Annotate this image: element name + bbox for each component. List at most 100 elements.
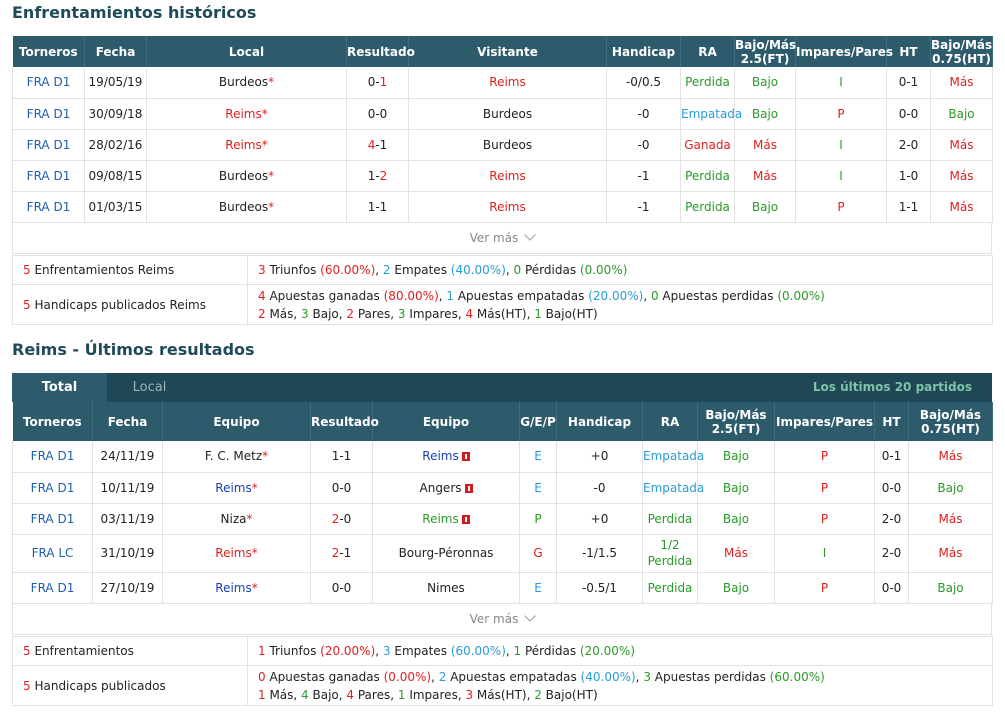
team-name[interactable]: Burdeos: [218, 199, 269, 214]
team-name[interactable]: Reims: [215, 546, 252, 560]
league-name[interactable]: FRA D1: [30, 449, 75, 464]
league-cell[interactable]: FRA D1: [12, 98, 85, 130]
team-cell[interactable]: Reims*: [146, 129, 347, 161]
result-cell: 1-1: [310, 441, 373, 473]
team-name[interactable]: F. C. Metz: [204, 449, 263, 464]
team-cell[interactable]: Reims*: [162, 472, 311, 504]
recent-title: Reims - Últimos resultados: [12, 340, 255, 359]
team-name[interactable]: Nimes: [427, 580, 465, 595]
team-cell[interactable]: Reims: [408, 160, 607, 192]
team-name[interactable]: Niza: [220, 511, 247, 526]
league-cell[interactable]: FRA LC: [12, 534, 93, 573]
league-name[interactable]: FRA D1: [26, 106, 71, 121]
column-header: Torneros: [12, 36, 85, 67]
team-cell[interactable]: Reims: [408, 191, 607, 223]
league-name[interactable]: FRA D1: [30, 580, 75, 595]
league-name[interactable]: FRA D1: [26, 75, 71, 90]
column-header: Equipo: [162, 402, 311, 441]
score-separator: -: [375, 106, 380, 121]
team-cell[interactable]: Reims: [372, 441, 520, 473]
score-separator: -: [339, 546, 344, 560]
summary-part: Empates: [390, 644, 451, 658]
team-name[interactable]: Reims: [422, 449, 459, 464]
league-cell[interactable]: FRA D1: [12, 191, 85, 223]
summary-value: 1 Triunfos (20.00%), 3 Empates (60.00%),…: [247, 636, 993, 666]
team-cell[interactable]: Niza*: [162, 503, 311, 535]
league-cell[interactable]: FRA D1: [12, 503, 93, 535]
team-name[interactable]: Reims: [489, 168, 526, 183]
team-name[interactable]: Reims: [215, 480, 252, 495]
tab-total[interactable]: Total: [12, 373, 107, 402]
league-cell[interactable]: FRA D1: [12, 67, 85, 99]
league-cell[interactable]: FRA D1: [12, 129, 85, 161]
ra-cell: Empatada: [642, 441, 704, 473]
team-cell[interactable]: Reims*: [162, 572, 311, 604]
score-home: 1: [331, 449, 340, 464]
team-cell[interactable]: Burdeos*: [146, 191, 347, 223]
result-letter-cell: G: [519, 534, 557, 573]
team-name[interactable]: Reims: [422, 511, 459, 526]
summary-part: Más(HT),: [473, 306, 535, 321]
summary-part: (20.00%): [579, 644, 636, 658]
column-header: Bajo/Más 0.75(HT): [908, 402, 993, 441]
league-name[interactable]: FRA D1: [30, 511, 75, 526]
league-name[interactable]: FRA D1: [30, 480, 75, 495]
over-under-cell: Bajo: [734, 191, 796, 223]
team-name[interactable]: Reims: [225, 137, 262, 152]
league-cell[interactable]: FRA D1: [12, 572, 93, 604]
red-card-icon: [461, 452, 470, 462]
summary-part: (20.00%): [588, 288, 644, 303]
tab-local[interactable]: Local: [132, 380, 167, 395]
team-name[interactable]: Reims: [489, 75, 526, 90]
star-icon: *: [261, 137, 268, 152]
team-cell[interactable]: Reims*: [162, 534, 311, 573]
column-header: RA: [642, 402, 698, 441]
recent-tabbar: Total Local Los últimos 20 partidos: [12, 373, 992, 402]
league-cell[interactable]: FRA D1: [12, 160, 85, 192]
team-cell[interactable]: Bourg-Péronnas: [372, 534, 520, 573]
team-name[interactable]: Angers: [419, 480, 462, 495]
recent-ver-mas-button[interactable]: Ver más: [12, 603, 992, 635]
team-cell[interactable]: Burdeos: [408, 98, 607, 130]
team-name[interactable]: Burdeos: [482, 137, 533, 152]
league-cell[interactable]: FRA D1: [12, 472, 93, 504]
team-cell[interactable]: Reims*: [146, 98, 347, 130]
summary-part: Apuestas ganadas: [265, 288, 384, 303]
column-header: Torneros: [12, 402, 93, 441]
team-cell[interactable]: Burdeos: [408, 129, 607, 161]
league-name[interactable]: FRA D1: [26, 168, 71, 183]
star-icon: *: [268, 75, 275, 90]
summary-part: Impares,: [405, 687, 466, 702]
team-cell[interactable]: F. C. Metz*: [162, 441, 311, 473]
h2h-ver-mas-button[interactable]: Ver más: [12, 222, 992, 254]
team-cell[interactable]: Nimes: [372, 572, 520, 604]
team-name[interactable]: Reims: [215, 580, 252, 595]
date-cell: 24/11/19: [92, 441, 163, 473]
summary-part: ,: [375, 644, 383, 658]
team-cell[interactable]: Angers: [372, 472, 520, 504]
league-name[interactable]: FRA D1: [26, 199, 71, 214]
team-name[interactable]: Bourg-Péronnas: [398, 546, 494, 560]
team-name[interactable]: Reims: [489, 199, 526, 214]
league-cell[interactable]: FRA D1: [12, 441, 93, 473]
team-cell[interactable]: Burdeos*: [146, 160, 347, 192]
ht-cell: 2-0: [874, 534, 909, 573]
team-name[interactable]: Burdeos: [218, 75, 269, 90]
last-20-matches-label[interactable]: Los últimos 20 partidos: [812, 380, 972, 394]
ht-over-under-cell: Bajo: [908, 472, 993, 504]
table-row: FRA D1 01/03/15 Burdeos* 1-1 Reims -1 Perdida B…: [12, 191, 993, 223]
team-name[interactable]: Burdeos: [218, 168, 269, 183]
team-name[interactable]: Burdeos: [482, 106, 533, 121]
team-cell[interactable]: Burdeos*: [146, 67, 347, 99]
team-cell[interactable]: Reims: [408, 67, 607, 99]
ht-over-under-cell: Más: [930, 129, 993, 161]
ra-cell: Perdida: [642, 503, 698, 535]
team-cell[interactable]: Reims: [372, 503, 520, 535]
team-name[interactable]: Reims: [225, 106, 262, 121]
result-letter-cell: E: [519, 572, 557, 604]
score-home: 2: [331, 546, 340, 560]
league-name[interactable]: FRA D1: [26, 137, 71, 152]
league-name[interactable]: FRA LC: [31, 546, 74, 560]
star-icon: *: [268, 199, 275, 214]
ra-cell: 1/2 Perdida: [642, 534, 698, 573]
